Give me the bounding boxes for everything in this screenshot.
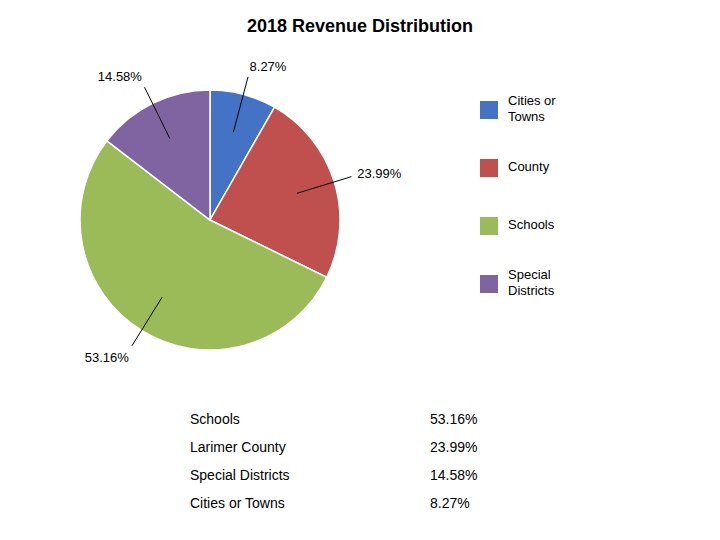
legend-swatch [480, 159, 498, 177]
table-label: Cities or Towns [190, 495, 285, 511]
table-value: 53.16% [430, 411, 477, 427]
table-value: 8.27% [430, 495, 470, 511]
leader-line [297, 177, 351, 194]
data-label: 53.16% [85, 350, 130, 365]
table: Schools 53.16% Larimer County 23.99% Special… [190, 411, 477, 511]
data-label: 14.58% [98, 69, 143, 84]
leader-line [233, 77, 248, 132]
pie [80, 90, 340, 350]
slice [107, 90, 210, 220]
data-label: 8.27% [250, 59, 287, 74]
legend-entry: Cities orTowns [508, 94, 556, 125]
table-label: Schools [190, 411, 240, 427]
data-label: 23.99% [357, 166, 402, 181]
data-labels: 8.27% 23.99% 53.16% 14.58% [85, 59, 402, 366]
table-value: 23.99% [430, 439, 477, 455]
legend-swatch [480, 101, 498, 119]
leader-line [132, 297, 162, 345]
table-label: Larimer County [190, 439, 286, 455]
title: 2018 Revenue Distribution [247, 16, 473, 36]
legend-swatch [480, 275, 498, 293]
leader-line [145, 87, 170, 138]
legend-entry: County [508, 159, 550, 174]
legend: Cities orTowns County Schools SpecialDistri… [480, 94, 556, 299]
legend-swatch [480, 217, 498, 235]
table-label: Special Districts [190, 467, 290, 483]
legend-entry: Schools [508, 217, 555, 232]
chart: 2018 Revenue Distribution 8.27% 23.99% 53.1… [0, 0, 720, 540]
legend-entry: SpecialDistricts [508, 268, 555, 299]
table-value: 14.58% [430, 467, 477, 483]
